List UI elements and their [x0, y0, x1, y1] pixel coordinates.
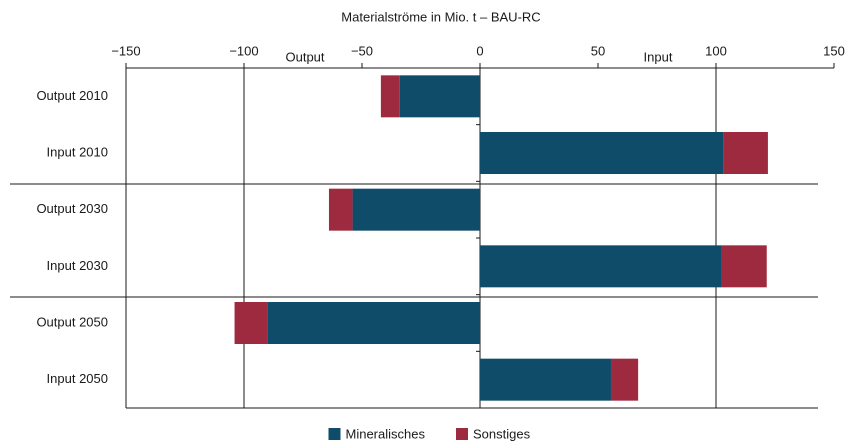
- y-tick-label: Input 2050: [47, 371, 108, 386]
- bar-segment: [267, 302, 480, 344]
- bar-segment: [380, 75, 400, 118]
- annotation: Input: [644, 49, 673, 64]
- y-tick-label: Input 2010: [47, 144, 108, 159]
- x-tick-label: −50: [351, 43, 373, 58]
- legend-swatch: [456, 428, 468, 440]
- bar-segment: [723, 132, 768, 174]
- x-tick-label: 50: [591, 43, 605, 58]
- bar-segment: [480, 245, 722, 288]
- bar-segment: [480, 358, 611, 401]
- bar-segment: [480, 132, 724, 174]
- y-tick-label: Input 2030: [47, 258, 108, 273]
- bar-segment: [328, 188, 353, 231]
- bar-segment: [721, 245, 767, 288]
- bar-segment: [352, 188, 480, 231]
- x-tick-label: 150: [823, 43, 845, 58]
- legend-label: Mineralisches: [346, 426, 426, 441]
- x-tick-label: 0: [476, 43, 483, 58]
- x-tick-label: −100: [229, 43, 258, 58]
- legend-label: Sonstiges: [473, 426, 531, 441]
- chart-title: Materialströme in Mio. t – BAU-RC: [341, 9, 540, 24]
- legend-swatch: [328, 428, 341, 440]
- y-tick-label: Output 2050: [36, 314, 108, 329]
- bar-segment: [234, 302, 268, 344]
- annotation: Output: [285, 49, 324, 64]
- bar-segment: [610, 358, 639, 401]
- x-tick-label: −150: [111, 43, 140, 58]
- y-tick-label: Output 2030: [36, 201, 108, 216]
- bar-segment: [399, 75, 480, 118]
- y-tick-label: Output 2010: [36, 88, 108, 103]
- x-tick-label: 100: [705, 43, 727, 58]
